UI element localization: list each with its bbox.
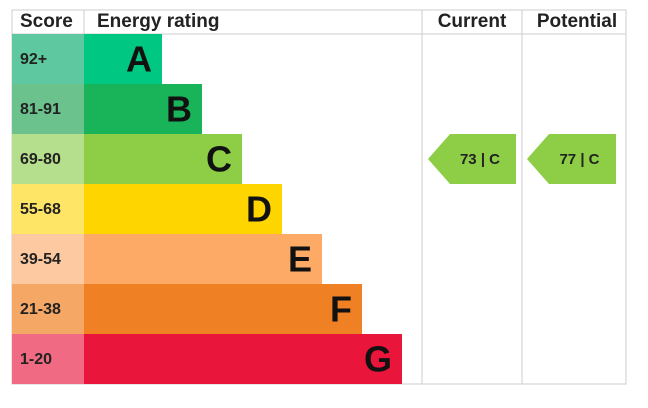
header-score: Score	[20, 11, 73, 32]
current-label: 73 | C	[460, 151, 500, 168]
score-cell	[12, 34, 84, 84]
score-cell	[12, 284, 84, 334]
score-label: 39-54	[20, 251, 61, 268]
score-cell	[12, 84, 84, 134]
rating-bar	[84, 84, 202, 134]
rating-bar	[84, 234, 322, 284]
rating-bar	[84, 134, 242, 184]
rating-letter: C	[206, 139, 232, 180]
rating-letter: E	[288, 239, 312, 280]
score-cell	[12, 184, 84, 234]
rating-bar	[84, 184, 282, 234]
score-cell	[12, 134, 84, 184]
score-label: 1-20	[20, 351, 52, 368]
score-cell	[12, 334, 84, 384]
rating-bar	[84, 334, 402, 384]
score-label: 55-68	[20, 201, 61, 218]
potential-arrow	[527, 134, 616, 184]
header-rating: Energy rating	[97, 11, 219, 32]
rating-letter: A	[126, 39, 152, 80]
rating-letter: B	[166, 89, 192, 130]
score-cell	[12, 234, 84, 284]
header-current: Current	[438, 11, 507, 32]
score-label: 21-38	[20, 301, 61, 318]
score-label: 92+	[20, 51, 47, 68]
potential-label: 77 | C	[559, 151, 599, 168]
score-label: 81-91	[20, 101, 61, 118]
rating-bar	[84, 34, 162, 84]
rating-letter: D	[246, 189, 272, 230]
current-arrow	[428, 134, 516, 184]
rating-letter: G	[364, 339, 392, 380]
rating-letter: F	[330, 289, 352, 330]
rating-bar	[84, 284, 362, 334]
header-potential: Potential	[537, 11, 617, 32]
score-label: 69-80	[20, 151, 61, 168]
